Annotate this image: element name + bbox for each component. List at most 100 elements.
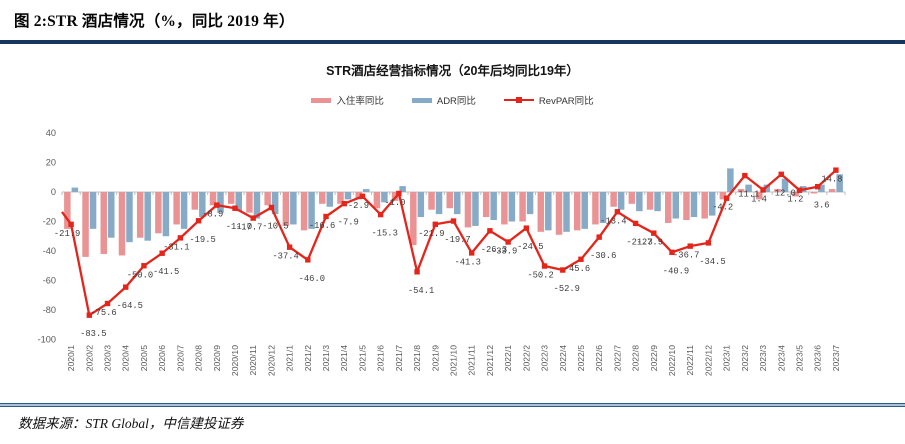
svg-text:-11.0: -11.0 [226,222,252,232]
marker [632,220,639,227]
combo-chart-plot: 40 20 0 -20 -40 -60 -80 -100 -21.9 -83.5 -75.6-64.… [38,128,846,376]
svg-text:-26.3: -26.3 [481,245,507,255]
legend-item-adr: ADR同比 [411,93,476,107]
marker [286,244,293,250]
svg-text:-2.9: -2.9 [348,201,369,211]
bar [719,192,727,200]
bar [209,192,217,206]
bar [592,192,599,225]
bar [118,192,126,256]
svg-text:20: 20 [46,158,56,168]
svg-text:-40.9: -40.9 [663,266,689,276]
bar [89,192,97,229]
svg-text:-20: -20 [43,217,56,227]
marker [396,190,402,197]
svg-text:2021/8: 2021/8 [412,345,422,372]
marker [359,193,366,199]
marker [778,171,784,177]
legend-label-adr: ADR同比 [436,96,476,107]
svg-text:-21.3: -21.3 [626,237,652,247]
marker [833,167,839,173]
data-source-note: 数据来源：STR Global，中信建投证券 [18,416,244,431]
bar [136,192,144,238]
bar [708,192,716,216]
bar [144,192,151,241]
svg-text:-19.5: -19.5 [189,235,215,245]
svg-text:2022/3: 2022/3 [540,345,550,372]
svg-text:-75.6: -75.6 [90,308,116,318]
marker [141,263,147,269]
svg-text:2023/7: 2023/7 [831,345,841,372]
bar [654,192,661,212]
marker [232,205,238,211]
svg-text:-8.9: -8.9 [202,210,223,220]
svg-text:-41.5: -41.5 [153,267,179,277]
svg-text:-30.6: -30.6 [590,251,616,261]
bar [781,178,789,192]
svg-text:2021/7: 2021/7 [394,345,404,372]
svg-text:2023/6: 2023/6 [813,345,823,372]
svg-text:2022/11: 2022/11 [685,345,695,376]
bar [501,192,508,225]
bar [818,184,825,192]
chart-legend: 入住率同比 ADR同比 RevPAR同比 [0,93,905,107]
marker [250,215,256,221]
bar [344,192,352,200]
svg-text:2020/6: 2020/6 [157,345,167,372]
svg-text:2021/5: 2021/5 [357,345,367,372]
marker [796,187,803,193]
marker [377,211,384,218]
bar [672,192,680,219]
bar [71,187,79,192]
svg-text:2020/8: 2020/8 [194,345,204,372]
bar [282,192,290,226]
bar [428,192,435,210]
bar [519,192,526,222]
svg-text:2022/5: 2022/5 [576,345,586,372]
bottom-divider [0,403,905,407]
svg-text:-50.2: -50.2 [527,271,553,281]
bar [362,189,370,192]
svg-text:-4.2: -4.2 [712,203,733,213]
x-axis-labels: 2020/1 2020/2 2020/3 2020/4 2020/5 2020/6 2020… [66,345,841,376]
svg-text:-21.9: -21.9 [418,229,444,239]
svg-text:-21.9: -21.9 [54,229,80,239]
bars-adr [71,168,843,243]
bar [745,184,752,192]
bar [610,192,617,207]
bar [246,192,253,213]
svg-text:3.6: 3.6 [814,201,830,211]
legend-item-revpar: RevPAR同比 [503,93,594,107]
svg-text:2020/4: 2020/4 [121,345,131,372]
bar [737,189,745,192]
svg-text:40: 40 [46,128,56,138]
svg-text:2020/3: 2020/3 [103,345,113,372]
marker [305,257,311,263]
marker [268,204,275,211]
bar [508,192,516,222]
bar [399,186,406,192]
svg-text:-33.9: -33.9 [491,247,517,257]
marker [323,213,329,220]
bar [472,192,479,226]
bar [555,192,563,235]
bar [464,192,472,228]
revpar-data-labels: -21.9 -83.5 -75.6-64.5 -50.0 -41.5 -31.1-19.5… [54,175,843,339]
svg-text:2022/6: 2022/6 [594,345,604,372]
svg-text:-100: -100 [38,335,56,345]
svg-text:1.4: 1.4 [751,194,767,204]
svg-text:-13.4: -13.4 [600,216,626,226]
svg-text:2020/2: 2020/2 [84,345,94,372]
svg-text:2020/10: 2020/10 [230,345,240,376]
marker [68,221,74,228]
bar [264,192,271,206]
svg-text:-41.3: -41.3 [455,257,481,267]
svg-text:-83.5: -83.5 [80,329,106,339]
svg-text:-17.7: -17.7 [236,223,262,233]
marker [214,202,220,208]
bar [646,192,654,210]
marker [177,235,184,241]
svg-text:2021/12: 2021/12 [485,345,495,376]
svg-text:-10.5: -10.5 [262,221,288,231]
svg-text:2020/12: 2020/12 [266,345,276,376]
